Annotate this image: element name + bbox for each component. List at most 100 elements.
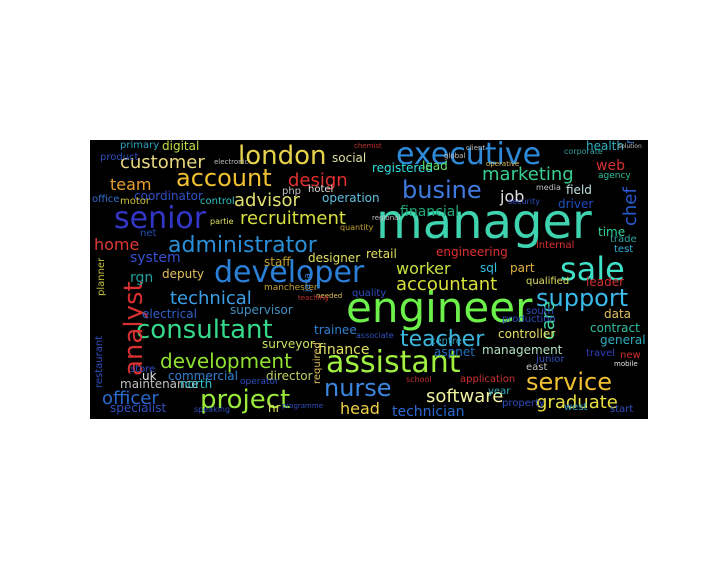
word-finance: finance — [318, 342, 369, 358]
word-technical: technical — [170, 288, 252, 309]
word-design: design — [288, 170, 348, 191]
word-officer: officer — [102, 388, 159, 409]
word-associate: associate — [356, 331, 394, 340]
word-mobile: mobile — [614, 360, 638, 368]
word-chef: chef — [620, 187, 641, 226]
word-client: client — [466, 144, 485, 152]
word-digital: digital — [162, 140, 199, 153]
word-regional: regional — [372, 214, 400, 222]
word-primary: primary — [120, 140, 159, 151]
word-administrator: administrator — [168, 233, 318, 258]
word-customer: customer — [120, 152, 205, 173]
word-motor: motor — [120, 196, 151, 207]
word-south: south — [526, 306, 554, 317]
word-job: job — [499, 187, 524, 206]
word-needed: needed — [316, 292, 342, 300]
word-manchester: manchester — [264, 283, 318, 293]
word-planner: planner — [96, 257, 107, 296]
word-controller: controller — [498, 327, 555, 341]
word-new: new — [620, 350, 641, 361]
word-start: start — [610, 404, 633, 415]
word-product: product — [100, 152, 139, 163]
word-teacher: teacher — [400, 327, 485, 352]
word-designer: designer — [308, 251, 360, 265]
word-health: health — [586, 140, 624, 153]
word-uk: uk — [142, 369, 157, 383]
word-speaking: speaking — [194, 405, 230, 414]
word-account: account — [176, 164, 272, 192]
word-cloud: manager engineer developer senior sale execut… — [90, 140, 648, 419]
word-busine: busine — [402, 176, 482, 204]
word-developer: developer — [214, 255, 365, 290]
word-office: office — [92, 194, 119, 205]
word-control: control — [200, 196, 235, 207]
word-supervisor: supervisor — [230, 303, 293, 317]
word-nurse: nurse — [324, 374, 392, 402]
word-mechanical: mechanical — [623, 140, 637, 144]
word-service: service — [526, 368, 612, 396]
word-engineer: engineer — [346, 283, 533, 332]
word-retail: retail — [366, 247, 397, 261]
word-leader: leader — [586, 275, 624, 289]
word-executive: executive — [396, 140, 541, 172]
word-time: time — [598, 225, 625, 239]
word-engineering: engineering — [436, 245, 508, 259]
word-financial: financial — [400, 204, 459, 220]
word-analyst: analyst — [119, 281, 149, 376]
word-centre: centre — [430, 336, 462, 347]
word-management: management — [482, 343, 563, 357]
word-net: net — [140, 228, 156, 239]
word-solution: solution — [618, 143, 642, 150]
word-director: director — [266, 369, 313, 383]
word-west: west — [564, 402, 588, 413]
word-hr: hr — [268, 401, 281, 415]
word-internal: internal — [536, 240, 574, 251]
word-east: east — [526, 362, 547, 373]
word-software: software — [426, 386, 503, 407]
word-system: system — [130, 250, 181, 266]
word-recruitment: recruitment — [240, 208, 346, 229]
word-chemist: chemist — [354, 142, 382, 150]
word-rgn: rgn — [130, 270, 153, 286]
word-part: part — [510, 261, 535, 275]
word-maintenance: maintenance — [120, 377, 199, 391]
word-operative: operative — [486, 160, 519, 168]
word-advisor: advisor — [234, 190, 301, 211]
word-senior: senior — [114, 201, 207, 236]
word-accountant: accountant — [396, 274, 497, 295]
word-marketing: marketing — [482, 164, 574, 185]
word-north: north — [180, 377, 212, 391]
word-trade: trade — [610, 234, 637, 245]
word-surveyor: surveyor — [262, 337, 315, 351]
word-test: test — [614, 244, 633, 255]
word-quality: quality — [352, 288, 386, 299]
word-junior: junior — [535, 354, 565, 365]
word-manager: manager — [376, 194, 592, 250]
word-web: web — [596, 158, 625, 174]
word-school: school — [406, 375, 432, 384]
word-home: home — [94, 235, 139, 254]
word-development: development — [160, 349, 292, 373]
word-required: required — [312, 342, 323, 384]
word-support: support — [536, 284, 628, 312]
word-project: project — [200, 385, 290, 415]
word-sale: sale — [560, 250, 625, 288]
word-staff: staff — [264, 255, 291, 269]
word-java: java — [303, 273, 313, 293]
word-partie: partie — [210, 217, 234, 226]
word-aspnet: aspnet — [434, 345, 475, 359]
word-electrical: electrical — [142, 307, 197, 321]
word-london: london — [238, 141, 327, 171]
word-data: data — [604, 307, 631, 321]
word-programme: programme — [282, 402, 323, 410]
word-deputy: deputy — [162, 267, 204, 281]
word-general: general — [600, 333, 646, 347]
word-php: php — [282, 186, 301, 197]
word-lead: lead — [422, 159, 448, 173]
word-head: head — [340, 399, 380, 418]
word-team: team — [110, 175, 152, 194]
word-restaurant: restaurant — [94, 336, 105, 388]
word-contract: contract — [590, 321, 640, 335]
